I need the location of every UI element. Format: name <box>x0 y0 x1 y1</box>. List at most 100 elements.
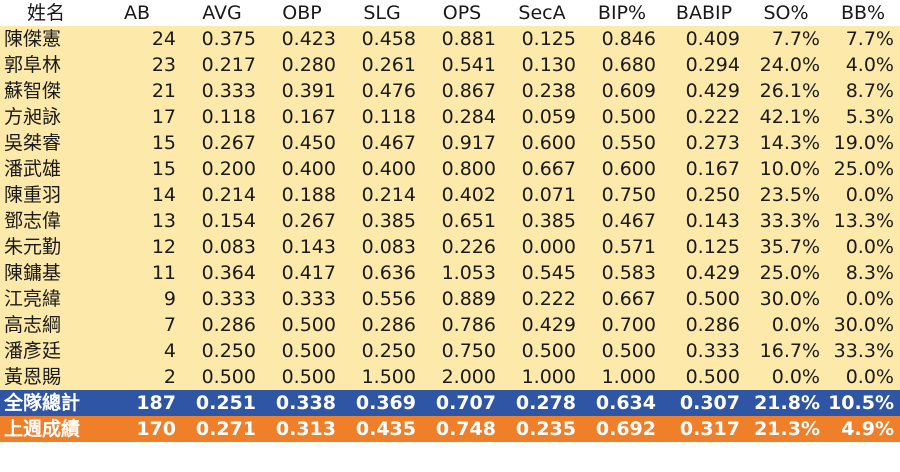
cell-so: 0.0% <box>746 364 826 390</box>
cell-bb: 30.0% <box>826 312 900 338</box>
header-ops: OPS <box>422 0 502 26</box>
cell-ops: 0.867 <box>422 78 502 104</box>
player-name: 朱元勤 <box>0 234 92 260</box>
cell-bip: 0.500 <box>582 338 662 364</box>
cell-bb: 33.3% <box>826 338 900 364</box>
cell-slg: 0.118 <box>342 104 422 130</box>
player-name: 潘彥廷 <box>0 338 92 364</box>
cell-bip: 0.846 <box>582 26 662 52</box>
cell-babip: 0.286 <box>662 312 746 338</box>
team-total-obp: 0.338 <box>262 390 342 416</box>
player-name: 蘇智傑 <box>0 78 92 104</box>
cell-obp: 0.391 <box>262 78 342 104</box>
cell-ab: 11 <box>92 260 182 286</box>
cell-seca: 0.130 <box>502 52 582 78</box>
cell-ab: 13 <box>92 208 182 234</box>
cell-bb: 8.3% <box>826 260 900 286</box>
player-name: 陳重羽 <box>0 182 92 208</box>
cell-ops: 0.284 <box>422 104 502 130</box>
header-slg: SLG <box>342 0 422 26</box>
cell-slg: 0.385 <box>342 208 422 234</box>
last-week-babip: 0.317 <box>662 416 746 442</box>
cell-obp: 0.333 <box>262 286 342 312</box>
cell-so: 16.7% <box>746 338 826 364</box>
table-row: 高志綱 7 0.286 0.500 0.286 0.786 0.429 0.70… <box>0 312 900 338</box>
cell-slg: 0.250 <box>342 338 422 364</box>
team-total-slg: 0.369 <box>342 390 422 416</box>
cell-avg: 0.200 <box>182 156 262 182</box>
player-name: 陳鏞基 <box>0 260 92 286</box>
cell-so: 7.7% <box>746 26 826 52</box>
cell-bb: 13.3% <box>826 208 900 234</box>
header-bip: BIP% <box>582 0 662 26</box>
cell-ops: 0.917 <box>422 130 502 156</box>
cell-ops: 0.651 <box>422 208 502 234</box>
cell-ab: 9 <box>92 286 182 312</box>
cell-ab: 12 <box>92 234 182 260</box>
cell-obp: 0.500 <box>262 364 342 390</box>
cell-bb: 0.0% <box>826 182 900 208</box>
table-row: 陳傑憲 24 0.375 0.423 0.458 0.881 0.125 0.8… <box>0 26 900 52</box>
last-week-bb: 4.9% <box>826 416 900 442</box>
cell-babip: 0.333 <box>662 338 746 364</box>
cell-babip: 0.294 <box>662 52 746 78</box>
cell-ab: 17 <box>92 104 182 130</box>
cell-babip: 0.273 <box>662 130 746 156</box>
cell-seca: 0.500 <box>502 338 582 364</box>
cell-so: 25.0% <box>746 260 826 286</box>
cell-bip: 0.667 <box>582 286 662 312</box>
last-week-label: 上週成績 <box>0 416 92 442</box>
cell-so: 0.0% <box>746 312 826 338</box>
cell-ab: 4 <box>92 338 182 364</box>
cell-ab: 24 <box>92 26 182 52</box>
cell-slg: 0.458 <box>342 26 422 52</box>
cell-obp: 0.417 <box>262 260 342 286</box>
header-name: 姓名 <box>0 0 92 26</box>
cell-bb: 0.0% <box>826 234 900 260</box>
cell-bb: 4.0% <box>826 52 900 78</box>
cell-so: 23.5% <box>746 182 826 208</box>
table-row: 方昶詠 17 0.118 0.167 0.118 0.284 0.059 0.5… <box>0 104 900 130</box>
player-name: 郭阜林 <box>0 52 92 78</box>
cell-avg: 0.267 <box>182 130 262 156</box>
cell-bip: 0.500 <box>582 104 662 130</box>
header-seca: SecA <box>502 0 582 26</box>
cell-bip: 0.550 <box>582 130 662 156</box>
player-name: 吳桀睿 <box>0 130 92 156</box>
cell-seca: 0.125 <box>502 26 582 52</box>
cell-bip: 0.467 <box>582 208 662 234</box>
last-week-row: 上週成績 170 0.271 0.313 0.435 0.748 0.235 0… <box>0 416 900 442</box>
cell-bb: 25.0% <box>826 156 900 182</box>
cell-obp: 0.400 <box>262 156 342 182</box>
header-bb: BB% <box>826 0 900 26</box>
cell-bip: 0.680 <box>582 52 662 78</box>
player-name: 方昶詠 <box>0 104 92 130</box>
cell-ops: 0.402 <box>422 182 502 208</box>
cell-babip: 0.167 <box>662 156 746 182</box>
cell-avg: 0.083 <box>182 234 262 260</box>
cell-so: 24.0% <box>746 52 826 78</box>
cell-ab: 15 <box>92 130 182 156</box>
cell-so: 14.3% <box>746 130 826 156</box>
cell-bip: 0.571 <box>582 234 662 260</box>
cell-bip: 0.750 <box>582 182 662 208</box>
cell-avg: 0.364 <box>182 260 262 286</box>
header-ab: AB <box>92 0 182 26</box>
table-row: 江亮緯 9 0.333 0.333 0.556 0.889 0.222 0.66… <box>0 286 900 312</box>
cell-slg: 0.476 <box>342 78 422 104</box>
cell-avg: 0.333 <box>182 78 262 104</box>
cell-ops: 0.881 <box>422 26 502 52</box>
cell-seca: 0.071 <box>502 182 582 208</box>
cell-slg: 0.261 <box>342 52 422 78</box>
cell-seca: 0.238 <box>502 78 582 104</box>
cell-seca: 0.429 <box>502 312 582 338</box>
cell-slg: 1.500 <box>342 364 422 390</box>
cell-bb: 0.0% <box>826 286 900 312</box>
last-week-ab: 170 <box>92 416 182 442</box>
player-rows: 陳傑憲 24 0.375 0.423 0.458 0.881 0.125 0.8… <box>0 26 900 390</box>
team-total-ops: 0.707 <box>422 390 502 416</box>
player-name: 高志綱 <box>0 312 92 338</box>
cell-seca: 0.385 <box>502 208 582 234</box>
cell-bip: 0.600 <box>582 156 662 182</box>
cell-so: 26.1% <box>746 78 826 104</box>
